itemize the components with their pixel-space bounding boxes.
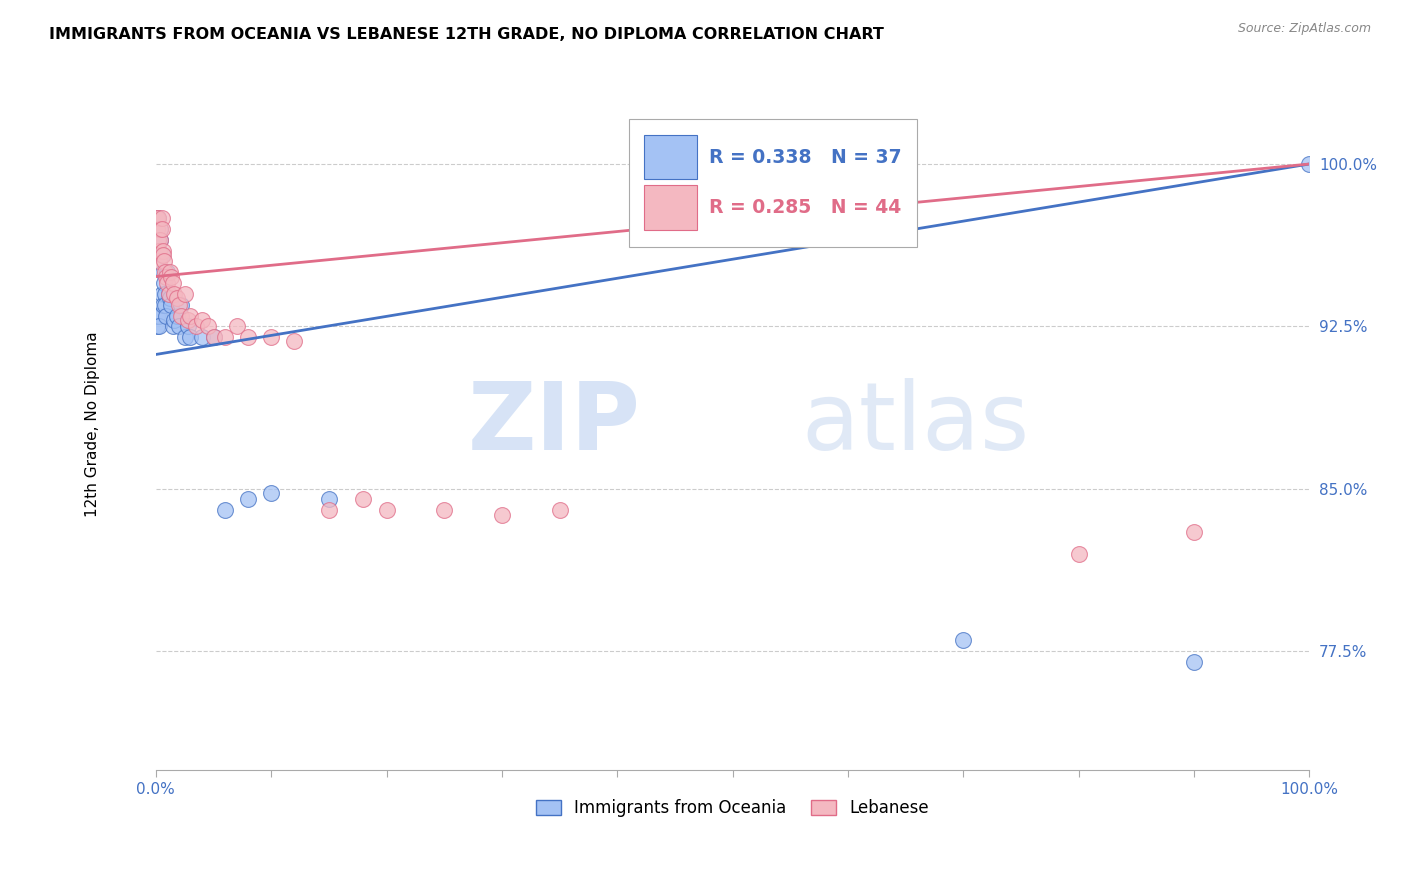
Text: Source: ZipAtlas.com: Source: ZipAtlas.com [1237, 22, 1371, 36]
Y-axis label: 12th Grade, No Diploma: 12th Grade, No Diploma [86, 331, 100, 516]
Point [155, 269, 177, 284]
FancyBboxPatch shape [644, 135, 697, 179]
Point [152, 248, 174, 262]
Point [146, 211, 169, 226]
Text: R = 0.338   N = 37: R = 0.338 N = 37 [710, 147, 903, 167]
Point [146, 319, 169, 334]
Point [160, 298, 183, 312]
Point [162, 276, 184, 290]
Point [214, 330, 236, 344]
Point [148, 319, 170, 334]
Point [146, 309, 169, 323]
Point [148, 309, 170, 323]
Point [952, 633, 974, 648]
Point [166, 291, 188, 305]
Legend: Immigrants from Oceania, Lebanese: Immigrants from Oceania, Lebanese [529, 793, 936, 824]
Point [167, 319, 190, 334]
Point [150, 222, 173, 236]
Point [163, 313, 186, 327]
Point [177, 319, 200, 334]
Point [166, 309, 188, 323]
Point [202, 330, 225, 344]
Point [160, 269, 183, 284]
Point [152, 298, 174, 312]
Point [170, 298, 193, 312]
Point [191, 313, 214, 327]
Point [260, 330, 283, 344]
Point [179, 309, 201, 323]
Point [153, 286, 176, 301]
Point [202, 330, 225, 344]
Point [156, 265, 179, 279]
Point [146, 211, 169, 226]
Point [353, 492, 375, 507]
Point [167, 298, 190, 312]
Point [1298, 157, 1320, 171]
Point [146, 244, 169, 258]
Point [260, 486, 283, 500]
Point [153, 265, 176, 279]
Text: IMMIGRANTS FROM OCEANIA VS LEBANESE 12TH GRADE, NO DIPLOMA CORRELATION CHART: IMMIGRANTS FROM OCEANIA VS LEBANESE 12TH… [49, 27, 884, 42]
Point [156, 276, 179, 290]
Point [318, 503, 340, 517]
Point [283, 334, 305, 349]
Point [225, 319, 247, 334]
Point [149, 222, 172, 236]
Point [157, 286, 180, 301]
Point [1182, 655, 1205, 669]
Point [433, 503, 456, 517]
Point [152, 265, 174, 279]
Point [148, 254, 170, 268]
Point [318, 492, 340, 507]
Point [548, 503, 571, 517]
Point [159, 265, 181, 279]
Point [236, 492, 259, 507]
Point [1067, 547, 1090, 561]
Point [162, 319, 184, 334]
Point [186, 319, 208, 334]
Text: R = 0.285   N = 44: R = 0.285 N = 44 [710, 198, 901, 217]
Point [150, 211, 173, 226]
Point [236, 330, 259, 344]
Point [146, 222, 169, 236]
Point [153, 276, 176, 290]
Point [157, 286, 180, 301]
Point [150, 286, 173, 301]
Point [170, 309, 193, 323]
Point [179, 330, 201, 344]
Point [1182, 524, 1205, 539]
Point [191, 330, 214, 344]
Point [375, 503, 398, 517]
Point [155, 309, 177, 323]
Point [197, 319, 219, 334]
Text: ZIP: ZIP [467, 377, 640, 470]
Point [149, 222, 172, 236]
Point [491, 508, 513, 522]
Point [153, 254, 176, 268]
Point [159, 291, 181, 305]
Text: atlas: atlas [801, 377, 1031, 470]
Point [150, 248, 173, 262]
Point [152, 244, 174, 258]
Point [173, 286, 195, 301]
FancyBboxPatch shape [628, 119, 917, 247]
Point [177, 313, 200, 327]
Point [148, 244, 170, 258]
Point [149, 233, 172, 247]
Point [173, 330, 195, 344]
FancyBboxPatch shape [644, 186, 697, 230]
Point [163, 286, 186, 301]
Point [146, 211, 169, 226]
Point [153, 298, 176, 312]
Point [149, 233, 172, 247]
Point [214, 503, 236, 517]
Point [146, 233, 169, 247]
